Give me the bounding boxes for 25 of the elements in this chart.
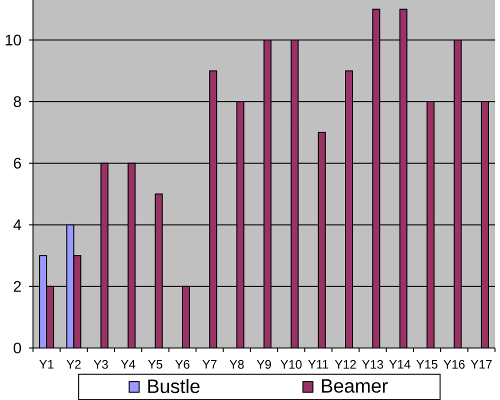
x-tick-label: Y12	[334, 360, 356, 369]
x-tick-label: Y2	[66, 360, 81, 369]
y-tick-label: 4	[13, 220, 22, 230]
y-tick-label: 0	[14, 342, 22, 354]
x-tick-label: Y11	[308, 360, 328, 368]
x-tick-label: Y1	[39, 360, 54, 368]
x-tick-label: Y10	[280, 360, 302, 369]
y-tick-label: 2	[14, 281, 21, 292]
y-tick-label: 8	[14, 96, 21, 108]
legend-label: Bustle	[148, 378, 200, 394]
x-tick-label: Y7	[202, 360, 217, 368]
x-tick-label: Y13	[362, 360, 384, 369]
x-tick-label: Y4	[120, 360, 136, 368]
x-tick-label: Y8	[230, 360, 244, 369]
y-tick-label: 10	[6, 34, 22, 46]
x-tick-label: Y14	[389, 360, 410, 368]
legend-label: Beamer	[322, 379, 388, 393]
x-tick-label: Y6	[175, 360, 190, 369]
x-tick-label: Y16	[444, 360, 465, 369]
x-tick-label: Y3	[94, 360, 108, 369]
x-tick-label: Y9	[256, 360, 271, 369]
x-tick-label: Y5	[148, 360, 162, 369]
x-tick-label: Y15	[416, 360, 438, 369]
x-tick-label: Y17	[470, 360, 492, 368]
y-tick-label: 6	[14, 158, 21, 169]
